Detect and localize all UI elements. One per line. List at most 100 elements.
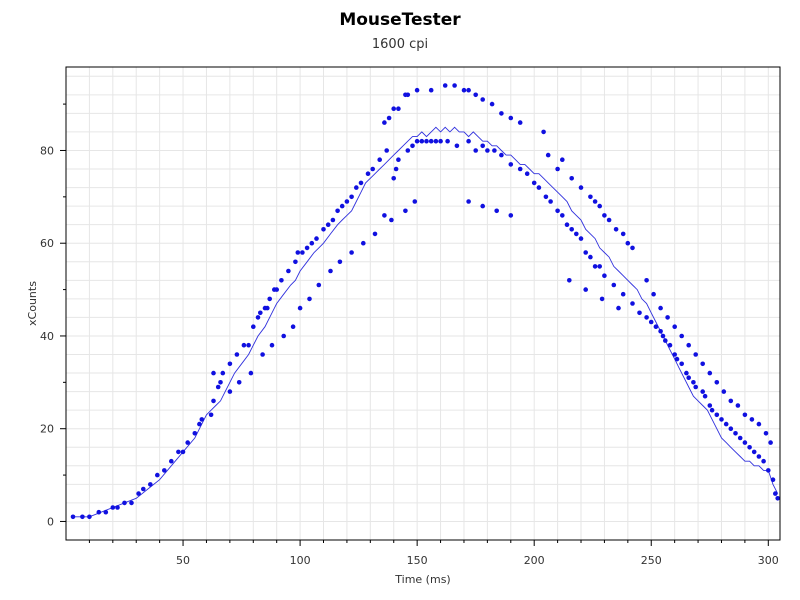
data-point: [227, 389, 233, 394]
data-point: [410, 143, 415, 149]
y-tick-label: 80: [40, 144, 54, 157]
data-point: [258, 310, 263, 316]
data-point: [749, 417, 755, 422]
data-point: [354, 185, 359, 190]
data-point: [419, 138, 425, 144]
data-point: [733, 431, 738, 436]
data-point: [761, 458, 766, 464]
data-point: [630, 245, 635, 251]
data-point: [260, 352, 265, 357]
data-point: [286, 268, 291, 274]
x-axis-label: Time (ms): [394, 573, 450, 586]
data-point: [396, 157, 401, 162]
data-point: [365, 171, 371, 176]
data-point: [466, 199, 471, 204]
data-point: [295, 250, 301, 255]
data-point: [452, 83, 457, 88]
data-point: [684, 370, 689, 376]
plot-frame: [65, 66, 781, 541]
data-point: [700, 361, 705, 367]
data-point: [307, 296, 312, 302]
data-point: [707, 370, 713, 376]
data-point: [616, 305, 621, 311]
data-point: [236, 380, 242, 385]
data-point: [246, 342, 251, 348]
y-tick-label: 0: [47, 515, 54, 528]
x-tick-label: 250: [641, 554, 662, 567]
data-point: [234, 352, 240, 357]
data-point: [578, 185, 584, 190]
data-series: [70, 83, 780, 520]
data-point: [384, 148, 390, 153]
data-point: [599, 296, 605, 302]
data-point: [485, 148, 490, 153]
data-point: [337, 259, 343, 265]
data-point: [122, 500, 127, 506]
data-point: [665, 315, 670, 320]
data-point: [241, 342, 247, 348]
data-point: [508, 115, 514, 121]
data-point: [211, 370, 216, 376]
y-axis-label: xCounts: [26, 281, 39, 326]
data-point: [679, 333, 684, 339]
data-point: [768, 440, 773, 445]
data-point: [651, 291, 656, 297]
data-point: [438, 138, 443, 144]
data-point: [330, 217, 336, 223]
data-point: [721, 389, 727, 394]
data-point: [555, 208, 560, 214]
data-point: [583, 250, 588, 255]
data-point: [737, 435, 743, 441]
y-tick-label: 40: [40, 330, 54, 343]
data-point: [180, 449, 186, 455]
y-tick-label: 60: [40, 237, 54, 250]
data-point: [709, 407, 715, 413]
data-point: [370, 166, 376, 172]
data-point: [115, 505, 120, 510]
data-point: [499, 152, 504, 158]
data-point: [424, 138, 429, 144]
tick-labels: 50 100 150 200 250 300 0 20 40 60 80: [40, 144, 779, 567]
data-point: [248, 370, 254, 376]
data-point: [728, 426, 734, 432]
data-point: [255, 315, 261, 320]
data-point: [560, 157, 565, 162]
data-point: [653, 324, 659, 330]
data-point: [592, 199, 598, 204]
data-point: [377, 157, 383, 162]
data-point: [531, 180, 537, 186]
data-point: [569, 227, 574, 232]
data-point: [405, 148, 411, 153]
data-point: [583, 287, 588, 292]
data-point: [267, 296, 273, 302]
data-point: [155, 472, 160, 478]
grid-lines: [65, 67, 780, 540]
data-point: [281, 333, 287, 339]
data-point: [148, 482, 153, 487]
data-point: [290, 324, 296, 330]
data-point: [480, 203, 486, 209]
data-point: [103, 509, 109, 515]
data-point: [461, 87, 467, 93]
chart-subtitle: 1600 cpi: [371, 37, 429, 52]
data-point: [728, 398, 734, 404]
data-point: [349, 194, 354, 200]
data-point: [773, 491, 778, 496]
data-point: [602, 213, 607, 218]
data-point: [606, 217, 612, 223]
data-point: [766, 468, 771, 473]
data-point: [545, 152, 551, 158]
data-point: [215, 384, 221, 390]
data-point: [309, 240, 315, 246]
data-point: [578, 236, 584, 241]
data-point: [466, 87, 471, 93]
data-point: [648, 319, 654, 325]
data-point: [220, 370, 226, 376]
data-point: [548, 199, 553, 204]
data-point: [763, 431, 769, 436]
data-point: [321, 227, 326, 232]
data-point: [297, 305, 303, 311]
data-point: [251, 324, 256, 330]
data-point: [316, 282, 322, 288]
